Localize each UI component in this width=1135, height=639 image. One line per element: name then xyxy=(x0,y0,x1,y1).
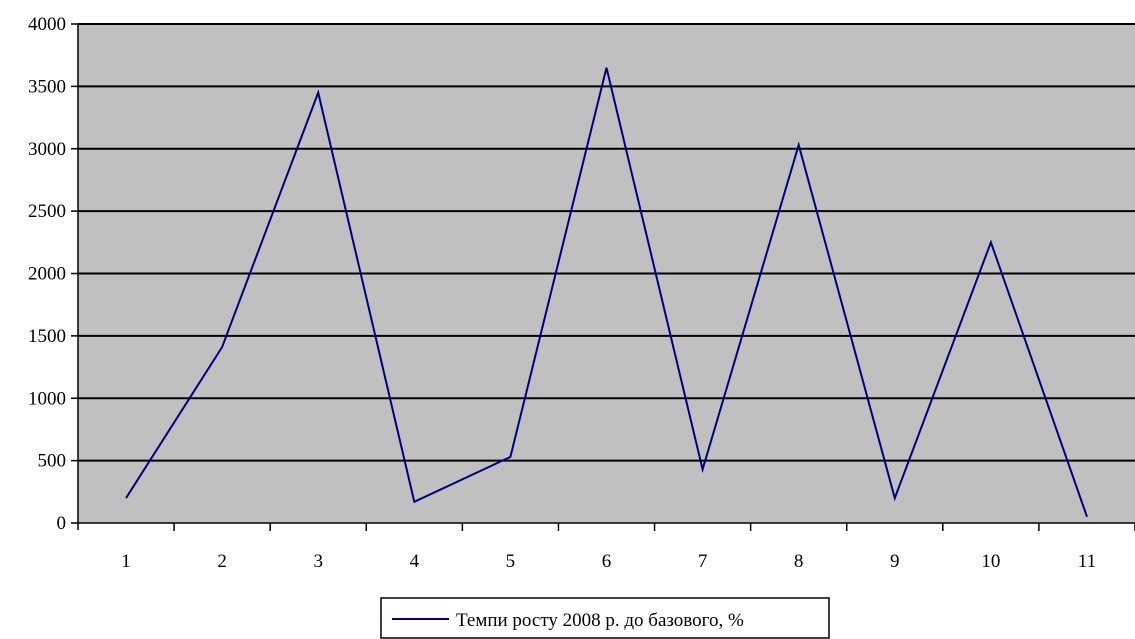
x-tick-label: 7 xyxy=(698,551,708,572)
y-tick-label: 3500 xyxy=(28,76,66,97)
x-tick-labels: 1 2 3 4 5 6 7 8 9 10 11 xyxy=(121,551,1096,572)
y-tick-label: 1000 xyxy=(28,388,66,409)
series-layer xyxy=(125,67,1088,518)
y-tick-label: 3000 xyxy=(28,139,66,160)
x-tick-label: 11 xyxy=(1078,551,1096,572)
y-tick-label: 2500 xyxy=(28,201,66,222)
y-tick-label: 0 xyxy=(57,513,67,534)
x-tick-label: 9 xyxy=(890,551,900,572)
y-tick-label: 2000 xyxy=(28,264,66,285)
axes xyxy=(71,23,1135,531)
legend: Темпи росту 2008 р. до базового, % xyxy=(380,597,830,639)
x-tick-label: 5 xyxy=(506,551,516,572)
gridlines xyxy=(78,23,1135,462)
x-tick-label: 2 xyxy=(217,551,227,572)
series-line xyxy=(125,67,1088,518)
x-tick-label: 6 xyxy=(602,551,612,572)
x-tick-label: 4 xyxy=(410,551,420,572)
y-tick-labels: 0 500 1000 1500 2000 2500 3000 3500 4000 xyxy=(28,14,66,534)
legend-box xyxy=(380,597,830,639)
y-tick-label: 4000 xyxy=(28,14,66,35)
legend-series-label: Темпи росту 2008 р. до базового, % xyxy=(456,610,744,631)
x-tick-label: 8 xyxy=(794,551,804,572)
x-tick-label: 3 xyxy=(313,551,323,572)
x-tick-label: 1 xyxy=(121,551,131,572)
y-tick-label: 500 xyxy=(38,451,67,472)
x-tick-label: 10 xyxy=(981,551,1000,572)
y-tick-label: 1500 xyxy=(28,326,66,347)
